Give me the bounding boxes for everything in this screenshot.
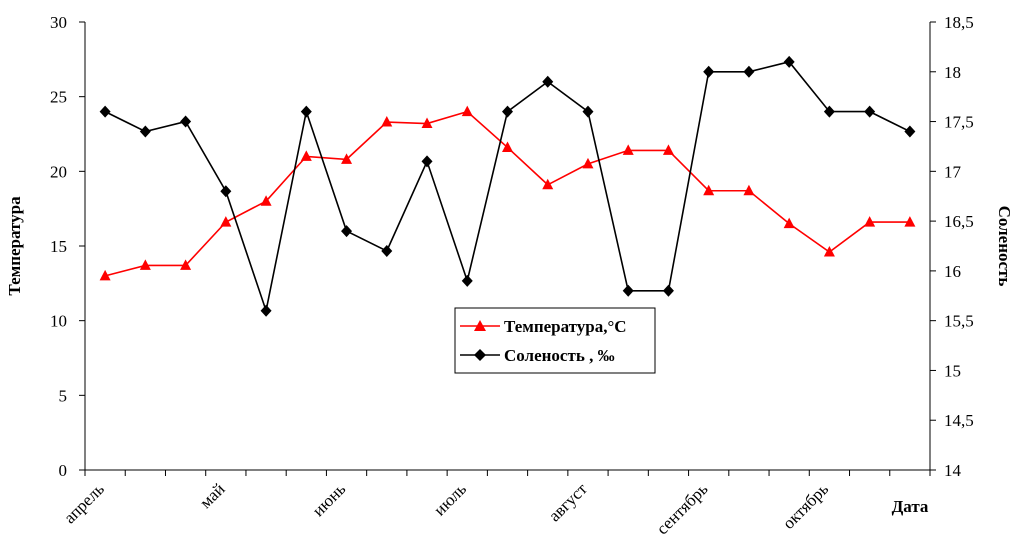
y-tick-label-right: 14 — [944, 461, 962, 480]
x-tick-label: апрель — [60, 479, 108, 527]
legend-salinity-marker — [474, 349, 486, 361]
temperature-point — [783, 217, 795, 229]
temperature-point — [542, 178, 554, 190]
salinity-point — [260, 304, 272, 317]
salinity-point — [743, 65, 755, 78]
x-tick-label: июнь — [309, 479, 350, 520]
x-tick-label: май — [196, 479, 229, 512]
salinity-point — [421, 155, 433, 168]
y-tick-label-right: 16 — [944, 262, 961, 281]
y-tick-label-right: 15 — [944, 361, 961, 380]
y-tick-label-right: 17,5 — [944, 113, 974, 132]
x-tick-label: август — [545, 479, 591, 525]
temperature-point — [703, 184, 715, 196]
temperature-point — [904, 216, 916, 227]
y-tick-label-left: 0 — [59, 461, 68, 480]
temperature-point — [180, 259, 192, 270]
salinity-point — [381, 244, 393, 257]
temperature-point — [502, 141, 513, 152]
salinity-point — [622, 284, 634, 297]
salinity-point — [823, 105, 835, 118]
axes: 0 5 10 15 20 25 30 14 14,5 15 15,5 16 16,5 17 17,5 18 18… — [50, 13, 974, 480]
y-axis-title-right: Соленость — [995, 206, 1012, 287]
temperature-point — [461, 105, 473, 117]
temperature-point — [381, 116, 393, 127]
salinity-point — [220, 185, 232, 198]
temperature-point — [341, 153, 353, 164]
salinity-point — [341, 225, 353, 238]
temperature-point — [300, 150, 312, 161]
temperature-point — [743, 184, 755, 196]
salinity-point — [703, 65, 715, 78]
temperature-point — [622, 144, 634, 155]
salinity-point — [300, 105, 312, 118]
data-series — [99, 55, 916, 317]
temperature-point — [662, 144, 674, 155]
y-tick-label-right: 17 — [944, 162, 962, 181]
y-tick-label-left: 25 — [50, 88, 67, 107]
legend: Температура,°С Соленость , ‰ — [454, 307, 656, 374]
temperature-point — [582, 157, 594, 169]
salinity-point — [99, 105, 111, 118]
y-axis-title-left: Температура — [5, 196, 24, 296]
x-tick-label: июль — [430, 479, 470, 519]
temperature-point — [823, 245, 835, 257]
salinity-point — [783, 55, 795, 68]
temperature-point — [139, 259, 151, 270]
y-tick-label-left: 30 — [50, 13, 67, 32]
temperature-point — [260, 195, 272, 206]
y-tick-label-right: 15,5 — [944, 312, 974, 331]
x-axis-title: Дата — [892, 497, 929, 516]
y-tick-label-left: 15 — [50, 237, 67, 256]
legend-box — [454, 307, 656, 374]
salinity-point — [139, 125, 151, 138]
legend-salinity-label: Соленость , ‰ — [504, 346, 615, 365]
temperature-point — [421, 117, 433, 129]
x-tick-label: сентябрь — [653, 479, 712, 538]
y-tick-label-left: 20 — [50, 162, 67, 181]
y-tick-label-right: 18 — [944, 63, 961, 82]
salinity-point — [542, 75, 554, 88]
salinity-point — [864, 105, 876, 118]
salinity-point — [180, 115, 192, 128]
y-tick-label-left: 5 — [59, 386, 68, 405]
salinity-point — [582, 105, 594, 118]
legend-temperature-marker — [474, 320, 486, 331]
legend-temperature-label: Температура,°С — [504, 317, 627, 336]
salinity-point — [502, 105, 513, 118]
y-tick-label-right: 16,5 — [944, 212, 974, 231]
temperature-point — [99, 269, 111, 281]
x-axis-tick-labels: апрель май июнь июль август сентябрь октябрь — [60, 479, 832, 538]
temperature-point — [220, 216, 232, 227]
salinity-point — [461, 274, 473, 287]
salinity-point — [904, 125, 916, 138]
y-tick-label-right: 14,5 — [944, 411, 974, 430]
y-tick-label-right: 18,5 — [944, 13, 974, 32]
x-tick-label: октябрь — [779, 479, 833, 533]
y-tick-label-left: 10 — [50, 312, 67, 331]
temperature-point — [864, 216, 876, 227]
salinity-point — [662, 284, 674, 297]
